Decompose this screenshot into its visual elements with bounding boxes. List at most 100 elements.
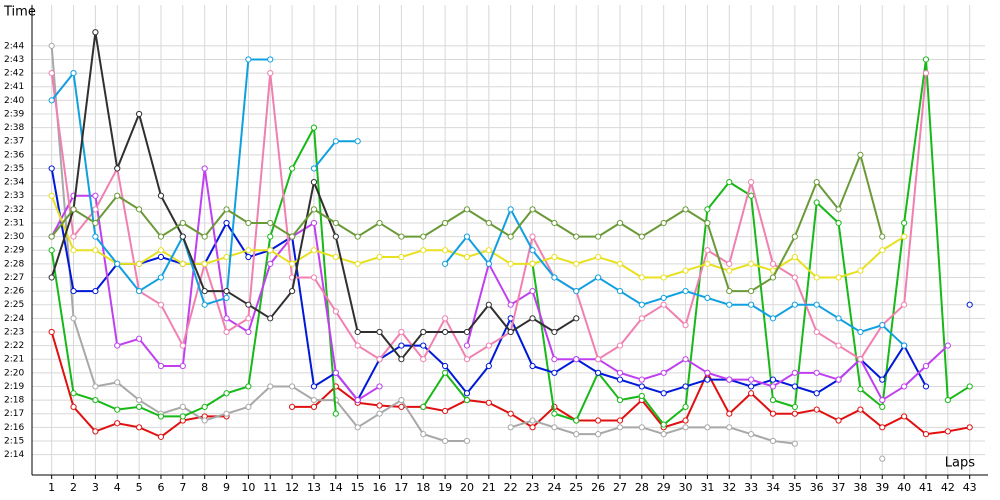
point [376, 383, 383, 390]
point [245, 219, 252, 227]
point [485, 301, 492, 308]
point [157, 433, 165, 440]
point [595, 356, 602, 363]
point [573, 260, 580, 267]
point [245, 247, 252, 254]
point [835, 206, 842, 213]
point [616, 396, 624, 404]
point [223, 206, 230, 213]
x-tick-label: 19 [438, 481, 452, 494]
point [354, 342, 361, 349]
point [748, 179, 755, 186]
point [901, 413, 908, 420]
point [966, 383, 973, 390]
point [70, 233, 77, 240]
x-tick-label: 31 [700, 481, 714, 494]
point [726, 301, 733, 308]
point [879, 403, 886, 410]
y-tick-label: 2:28 [4, 259, 24, 269]
y-tick-label: 2:24 [4, 314, 24, 324]
point [529, 206, 536, 213]
point [310, 383, 318, 390]
point [332, 233, 339, 240]
point [791, 253, 798, 261]
point [726, 260, 733, 267]
point [420, 328, 427, 336]
point [420, 233, 427, 240]
point [638, 376, 645, 383]
point [660, 431, 667, 438]
point [529, 287, 536, 295]
point [223, 328, 230, 336]
point [857, 356, 864, 363]
point [813, 390, 820, 397]
point [245, 301, 252, 308]
y-tick-label: 2:15 [4, 436, 24, 446]
point [223, 315, 230, 322]
y-tick-label: 2:34 [4, 178, 24, 188]
point [529, 362, 536, 370]
point [529, 417, 536, 424]
point [922, 362, 930, 370]
y-axis-label: Time [3, 5, 36, 20]
point [901, 219, 908, 227]
y-tick-label: 2:37 [4, 137, 24, 147]
x-tick-label: 38 [853, 481, 867, 494]
point [114, 165, 121, 172]
x-tick-label: 9 [223, 481, 230, 494]
x-axis-label: Laps [945, 456, 975, 471]
point [748, 376, 755, 383]
point [136, 110, 143, 118]
point [398, 328, 405, 336]
point [857, 267, 864, 274]
point [463, 253, 471, 261]
y-tick-label: 2:30 [4, 232, 24, 242]
point [114, 260, 121, 267]
point [726, 410, 733, 417]
point [879, 455, 886, 462]
point [529, 424, 536, 431]
point [48, 165, 55, 172]
point [573, 287, 580, 295]
x-tick-label: 36 [810, 481, 824, 494]
point [507, 328, 514, 336]
point [310, 179, 318, 186]
point [595, 369, 602, 376]
point [682, 356, 689, 363]
point [157, 247, 165, 254]
x-tick-label: 42 [941, 481, 955, 494]
x-tick-label: 43 [963, 481, 977, 494]
y-tick-label: 2:29 [4, 246, 24, 256]
point [813, 328, 820, 336]
series-line [50, 168, 949, 402]
point [463, 342, 471, 349]
x-tick-label: 4 [114, 481, 121, 494]
point [332, 308, 339, 315]
y-tick-label: 2:22 [4, 341, 24, 351]
point [245, 315, 252, 322]
point [944, 342, 951, 349]
point [114, 192, 121, 199]
x-tick-label: 7 [179, 481, 186, 494]
point [136, 403, 143, 410]
point [310, 219, 318, 227]
point [70, 70, 77, 77]
point [354, 233, 361, 240]
point [573, 315, 580, 322]
point [682, 383, 689, 390]
point [791, 383, 798, 390]
point [901, 383, 908, 390]
point [201, 403, 208, 410]
point [70, 403, 77, 410]
point [354, 328, 361, 336]
point [70, 315, 77, 322]
point [660, 274, 667, 281]
point [310, 165, 318, 172]
x-tick-label: 16 [373, 481, 387, 494]
point [638, 301, 645, 308]
x-tick-label: 18 [416, 481, 430, 494]
x-tick-label: 8 [201, 481, 208, 494]
point [507, 424, 514, 431]
point [332, 219, 339, 227]
point [616, 260, 624, 267]
